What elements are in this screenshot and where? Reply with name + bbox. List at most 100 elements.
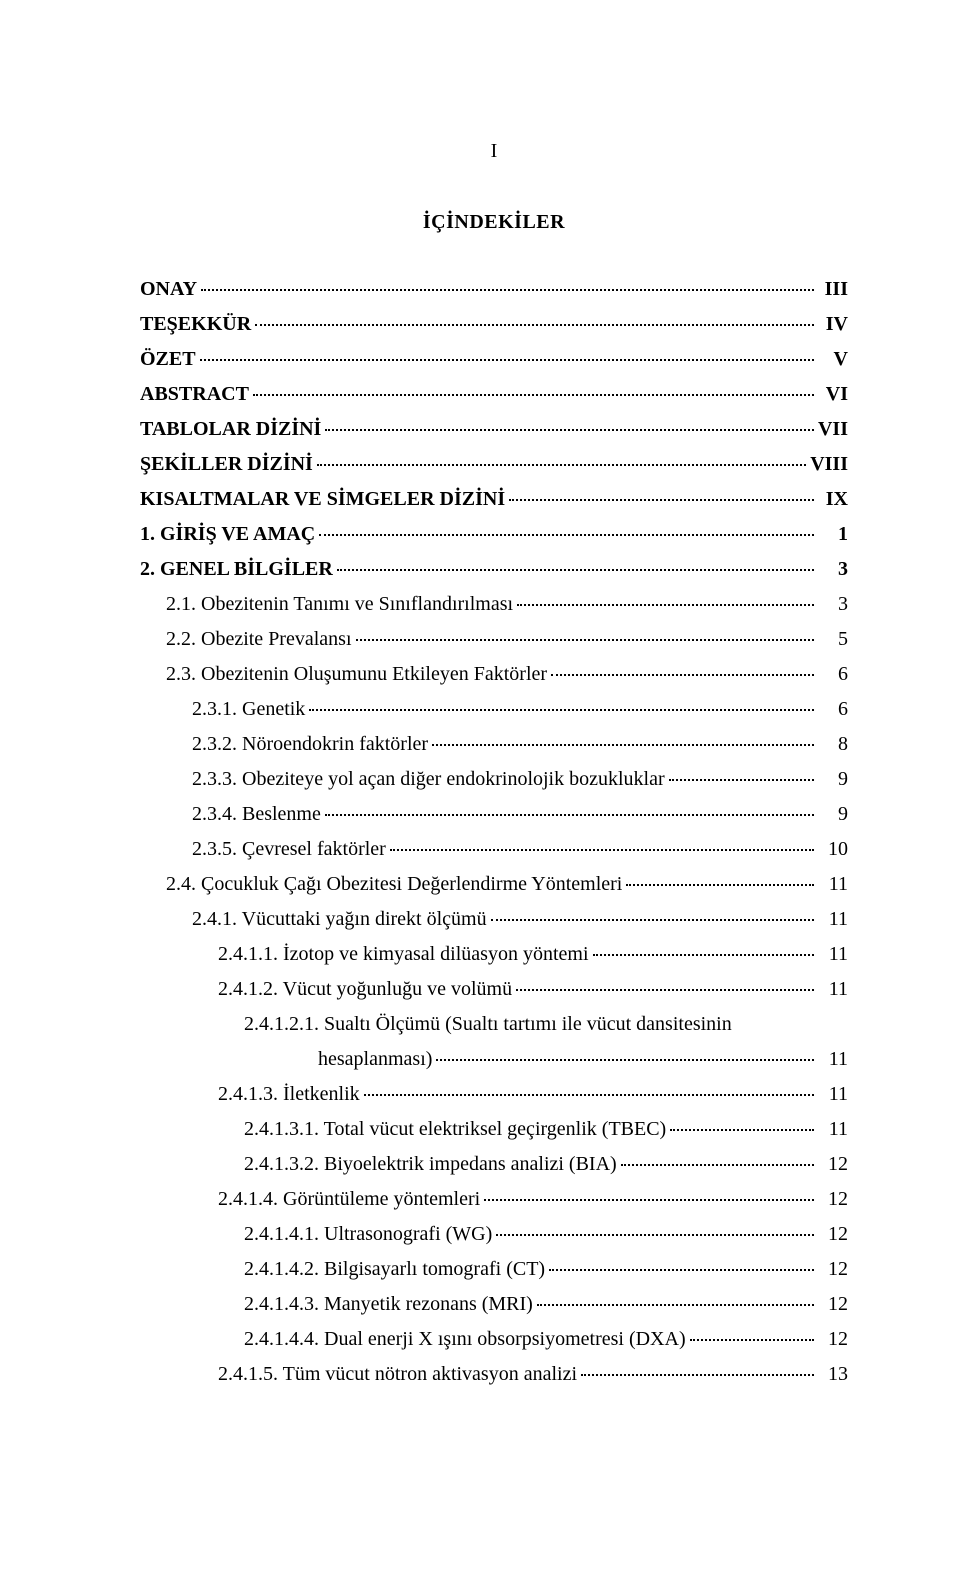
toc-entry: 2.4. Çocukluk Çağı Obezitesi Değerlendir… (140, 867, 848, 902)
toc-leader-dots (537, 1304, 814, 1306)
toc-entry-page: 12 (818, 1217, 848, 1252)
toc-leader-dots (626, 884, 814, 886)
toc-entry: 2.1. Obezitenin Tanımı ve Sınıflandırılm… (140, 587, 848, 622)
toc-entry-title: 2.4.1. Vücuttaki yağın direkt ölçümü (192, 902, 487, 937)
toc-entry-title: 2.3.2. Nöroendokrin faktörler (192, 727, 428, 762)
toc-entry-title: 2.3.4. Beslenme (192, 797, 321, 832)
toc-entry-title: hesaplanması) (318, 1042, 432, 1077)
toc-leader-dots (390, 849, 814, 851)
toc-entry: KISALTMALAR VE SİMGELER DİZİNİ IX (140, 482, 848, 517)
toc-entry-title: 2.4.1.4. Görüntüleme yöntemleri (218, 1182, 480, 1217)
toc-entry: 1. GİRİŞ VE AMAÇ1 (140, 517, 848, 552)
toc-entry-title: 2.2. Obezite Prevalansı (166, 622, 352, 657)
toc-container: ONAY III TEŞEKKÜR IVÖZETVABSTRACT VITABLOLAR… (140, 272, 848, 1392)
toc-entry-page: 6 (818, 692, 848, 727)
toc-entry-page: IX (818, 482, 848, 517)
toc-entry-page: 12 (818, 1322, 848, 1357)
toc-entry-title: ÖZET (140, 342, 196, 377)
toc-entry: 2.3. Obezitenin Oluşumunu Etkileyen Fakt… (140, 657, 848, 692)
toc-entry-title: 2.4.1.4.3. Manyetik rezonans (MRI) (244, 1287, 533, 1322)
toc-leader-dots (581, 1374, 814, 1376)
toc-entry-page: 5 (818, 622, 848, 657)
toc-entry-page: 11 (818, 867, 848, 902)
toc-entry: 2.4.1. Vücuttaki yağın direkt ölçümü11 (140, 902, 848, 937)
toc-entry-title: 2.4.1.2.1. Sualtı Ölçümü (Sualtı tartımı… (244, 1007, 732, 1042)
toc-entry-title: 2.4. Çocukluk Çağı Obezitesi Değerlendir… (166, 867, 622, 902)
toc-entry-page: IV (818, 307, 848, 342)
toc-entry: ABSTRACT VI (140, 377, 848, 412)
toc-leader-dots (309, 709, 814, 711)
toc-entry-title: 2.3.1. Genetik (192, 692, 305, 727)
toc-leader-dots (516, 989, 814, 991)
toc-leader-dots (255, 324, 814, 326)
toc-entry: 2.4.1.4.3. Manyetik rezonans (MRI) 12 (140, 1287, 848, 1322)
toc-entry-page: 9 (818, 797, 848, 832)
toc-entry: 2.3.5. Çevresel faktörler10 (140, 832, 848, 867)
toc-entry-page: 9 (818, 762, 848, 797)
toc-entry-title: ONAY (140, 272, 197, 307)
toc-entry: 2.4.1.4. Görüntüleme yöntemleri 12 (140, 1182, 848, 1217)
toc-entry: 2.4.1.3.2. Biyoelektrik impedans analizi… (140, 1147, 848, 1182)
toc-leader-dots (436, 1059, 814, 1061)
toc-entry-title: 2.4.1.4.1. Ultrasonografi (WG) (244, 1217, 492, 1252)
toc-entry: ÖZETV (140, 342, 848, 377)
toc-leader-dots (356, 639, 815, 641)
toc-entry-title: 1. GİRİŞ VE AMAÇ (140, 517, 315, 552)
toc-entry: 2.3.4. Beslenme 9 (140, 797, 848, 832)
page-roman-numeral: I (140, 140, 848, 163)
toc-leader-dots (317, 464, 806, 466)
toc-entry-page: 8 (818, 727, 848, 762)
toc-entry-title: ABSTRACT (140, 377, 249, 412)
toc-entry: TABLOLAR DİZİNİVII (140, 412, 848, 447)
toc-entry-page: 12 (818, 1147, 848, 1182)
toc-entry-page: VII (818, 412, 848, 447)
toc-entry: 2. GENEL BİLGİLER3 (140, 552, 848, 587)
toc-entry-page: III (818, 272, 848, 307)
toc-leader-dots (549, 1269, 814, 1271)
toc-leader-dots (517, 604, 814, 606)
toc-leader-dots (201, 289, 814, 291)
toc-entry: ŞEKİLLER DİZİNİVIII (140, 447, 848, 482)
toc-leader-dots (200, 359, 814, 361)
toc-entry-page: 3 (818, 587, 848, 622)
toc-leader-dots (325, 429, 814, 431)
toc-entry: 2.3.3. Obeziteye yol açan diğer endokrin… (140, 762, 848, 797)
toc-entry: TEŞEKKÜR IV (140, 307, 848, 342)
toc-entry: 2.4.1.2.1. Sualtı Ölçümü (Sualtı tartımı… (140, 1007, 848, 1042)
toc-leader-dots (509, 499, 814, 501)
toc-leader-dots (670, 1129, 814, 1131)
toc-leader-dots (319, 534, 814, 536)
toc-entry-title: 2.3. Obezitenin Oluşumunu Etkileyen Fakt… (166, 657, 547, 692)
toc-entry-page: 12 (818, 1182, 848, 1217)
toc-entry-title: KISALTMALAR VE SİMGELER DİZİNİ (140, 482, 505, 517)
toc-leader-dots (364, 1094, 814, 1096)
toc-entry: 2.4.1.5. Tüm vücut nötron aktivasyon ana… (140, 1357, 848, 1392)
toc-entry: ONAY III (140, 272, 848, 307)
toc-entry-page: 6 (818, 657, 848, 692)
toc-leader-dots (253, 394, 814, 396)
toc-leader-dots (690, 1339, 814, 1341)
toc-entry: 2.4.1.4.4. Dual enerji X ışını obsorpsiy… (140, 1322, 848, 1357)
toc-entry-title: TEŞEKKÜR (140, 307, 251, 342)
toc-leader-dots (669, 779, 814, 781)
toc-leader-dots (325, 814, 814, 816)
toc-entry: 2.3.2. Nöroendokrin faktörler 8 (140, 727, 848, 762)
toc-entry-page: 11 (818, 1077, 848, 1112)
toc-entry-page: 13 (818, 1357, 848, 1392)
toc-entry-page: 11 (818, 937, 848, 972)
toc-entry-title: 2.4.1.3.2. Biyoelektrik impedans analizi… (244, 1147, 617, 1182)
toc-entry-title: 2.3.5. Çevresel faktörler (192, 832, 386, 867)
toc-leader-dots (496, 1234, 814, 1236)
toc-entry-page: VI (818, 377, 848, 412)
toc-entry-title: 2.4.1.4.2. Bilgisayarlı tomografi (CT) (244, 1252, 545, 1287)
document-page: I İÇİNDEKİLER ONAYIIITEŞEKKÜRIVÖZETVABST… (0, 0, 960, 1578)
toc-entry-title: 2.3.3. Obeziteye yol açan diğer endokrin… (192, 762, 665, 797)
toc-leader-dots (484, 1199, 814, 1201)
toc-entry-page: 12 (818, 1287, 848, 1322)
toc-entry-page: VIII (810, 447, 848, 482)
toc-leader-dots (337, 569, 814, 571)
toc-entry-page: 11 (818, 972, 848, 1007)
toc-entry-title: 2.4.1.3.1. Total vücut elektriksel geçir… (244, 1112, 666, 1147)
toc-entry: 2.4.1.4.1. Ultrasonografi (WG) 12 (140, 1217, 848, 1252)
toc-entry-title: 2.4.1.2. Vücut yoğunluğu ve volümü (218, 972, 512, 1007)
